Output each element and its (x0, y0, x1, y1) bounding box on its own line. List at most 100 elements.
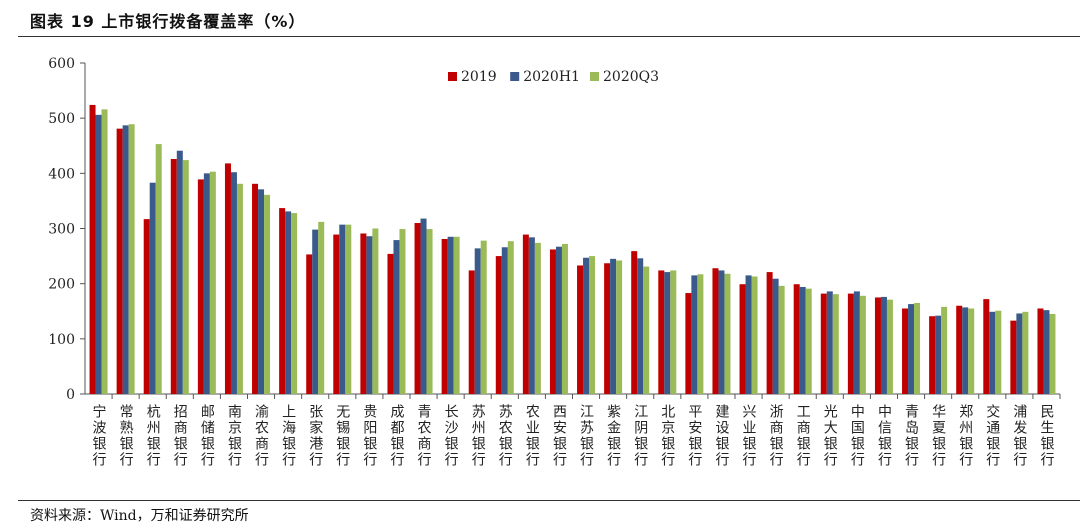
x-tick-label: 中信银行 (876, 404, 892, 468)
bar (453, 236, 460, 394)
x-tick-label: 紫金银行 (605, 404, 621, 468)
x-tick-label: 江阴银行 (632, 404, 648, 468)
bar (312, 229, 319, 394)
bar-chart: 0 100 200 300 400 500 600 宁波银行 常熟银行 杭州银行 招商银行 邮储银行南… (48, 56, 1061, 468)
bar (724, 273, 731, 394)
bar (1022, 311, 1029, 394)
x-tick-label: 成都银行 (388, 404, 404, 468)
legend-label: 2020H1 (523, 69, 580, 85)
bar (101, 109, 108, 394)
bar (176, 150, 183, 394)
bar (155, 144, 162, 394)
bar (89, 104, 96, 395)
x-tick-label: 渝农商行 (253, 404, 269, 468)
bar (122, 125, 129, 394)
bar (230, 172, 237, 394)
bar (95, 114, 102, 395)
bar (880, 296, 887, 394)
y-tick-label: 0 (66, 387, 75, 403)
bar (170, 158, 177, 394)
bar (339, 224, 346, 394)
bar (549, 249, 556, 394)
bar (941, 306, 948, 394)
x-tick-label: 浦发银行 (1011, 404, 1027, 468)
bar (197, 179, 204, 394)
x-tick-label: 中国银行 (849, 404, 865, 468)
legend-item: 2020H1 (510, 69, 580, 85)
bar (474, 248, 481, 394)
bar (495, 256, 502, 394)
bar (393, 240, 400, 394)
bar (291, 213, 298, 394)
bar (236, 183, 243, 394)
y-tick-label: 200 (48, 277, 75, 293)
bar (929, 316, 936, 394)
x-tick-label: 工商银行 (795, 404, 811, 468)
bar (697, 274, 704, 394)
x-tick-label: 平安银行 (686, 404, 702, 468)
legend-swatch (590, 72, 599, 81)
x-tick-label: 青农商行 (416, 404, 432, 468)
bar (420, 218, 427, 394)
bar (664, 272, 671, 394)
bar (501, 247, 508, 394)
bar (577, 265, 584, 394)
legend: 2019 2020H1 2020Q3 (448, 69, 659, 85)
bar (333, 234, 340, 394)
bar (859, 295, 866, 394)
bar (962, 307, 969, 394)
bar (522, 234, 529, 394)
legend-swatch (448, 72, 457, 81)
bar (610, 258, 617, 394)
x-tick-label: 华夏银行 (930, 404, 946, 468)
x-tick-label: 江苏银行 (578, 404, 594, 468)
bar (426, 229, 433, 394)
x-tick-label: 张家港行 (307, 404, 323, 468)
bar (372, 228, 379, 394)
bar (209, 171, 216, 394)
bar (718, 270, 725, 394)
bar (447, 236, 454, 394)
x-tick-label: 杭州银行 (145, 404, 161, 468)
bar (805, 288, 812, 394)
y-tick-label: 600 (48, 56, 75, 72)
bar (318, 221, 325, 394)
bar (637, 258, 644, 394)
bar (820, 293, 827, 394)
bar (902, 308, 909, 394)
bar (712, 268, 719, 394)
bar (685, 293, 692, 394)
bar (826, 291, 833, 394)
bar (264, 194, 271, 394)
bar (589, 256, 596, 394)
bar (258, 189, 265, 394)
legend-item: 2019 (448, 69, 497, 85)
bar (658, 270, 665, 394)
bar (182, 160, 189, 394)
y-tick-label: 400 (48, 166, 75, 182)
bar (143, 219, 150, 394)
x-tick-label: 西安银行 (551, 404, 567, 468)
bar (252, 183, 259, 394)
bar (772, 278, 779, 394)
bar (968, 308, 975, 394)
y-tick-label: 300 (48, 222, 75, 238)
y-tick-label: 500 (48, 111, 75, 127)
x-tick-label: 浙商银行 (768, 404, 784, 468)
bar (561, 243, 568, 394)
x-tick-label: 光大银行 (822, 404, 838, 468)
bar (956, 305, 963, 394)
bar (616, 260, 623, 394)
bar (345, 224, 352, 394)
x-tick-label: 长沙银行 (443, 404, 459, 468)
x-tick-label: 农业银行 (524, 404, 540, 468)
bar (468, 270, 475, 394)
bar (793, 284, 800, 394)
x-tick-label: 南京银行 (226, 404, 242, 468)
bar (914, 302, 921, 394)
bar (480, 240, 487, 394)
bar (631, 251, 638, 394)
bar (1049, 314, 1056, 394)
bar (366, 236, 373, 394)
bar (414, 222, 421, 394)
